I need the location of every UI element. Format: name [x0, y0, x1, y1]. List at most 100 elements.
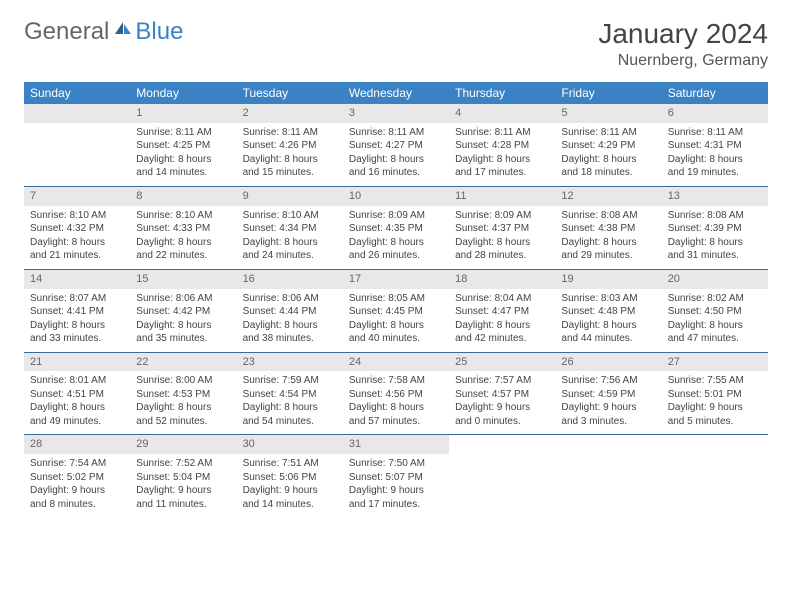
sunrise-text: Sunrise: 8:09 AM: [349, 209, 443, 223]
day-body: Sunrise: 7:59 AMSunset: 4:54 PMDaylight:…: [237, 371, 343, 434]
day-body: Sunrise: 8:08 AMSunset: 4:39 PMDaylight:…: [662, 206, 768, 269]
day-cell: 11Sunrise: 8:09 AMSunset: 4:37 PMDayligh…: [449, 186, 555, 269]
daylight-text: Daylight: 8 hours and 18 minutes.: [561, 153, 655, 180]
daylight-text: Daylight: 8 hours and 21 minutes.: [30, 236, 124, 263]
day-body: Sunrise: 7:50 AMSunset: 5:07 PMDaylight:…: [343, 454, 449, 517]
day-cell: 30Sunrise: 7:51 AMSunset: 5:06 PMDayligh…: [237, 435, 343, 517]
sunrise-text: Sunrise: 8:06 AM: [136, 292, 230, 306]
sunset-text: Sunset: 4:34 PM: [243, 222, 337, 236]
day-number: 28: [24, 435, 130, 454]
day-cell: 24Sunrise: 7:58 AMSunset: 4:56 PMDayligh…: [343, 352, 449, 435]
weekday-header: Saturday: [662, 82, 768, 104]
sunrise-text: Sunrise: 8:08 AM: [561, 209, 655, 223]
day-cell: [555, 435, 661, 517]
day-body: Sunrise: 8:02 AMSunset: 4:50 PMDaylight:…: [662, 289, 768, 352]
day-number: 1: [130, 104, 236, 123]
sunset-text: Sunset: 5:07 PM: [349, 471, 443, 485]
day-body: Sunrise: 8:03 AMSunset: 4:48 PMDaylight:…: [555, 289, 661, 352]
sunset-text: Sunset: 4:54 PM: [243, 388, 337, 402]
sunset-text: Sunset: 4:53 PM: [136, 388, 230, 402]
calendar-body: 1Sunrise: 8:11 AMSunset: 4:25 PMDaylight…: [24, 104, 768, 517]
daylight-text: Daylight: 8 hours and 15 minutes.: [243, 153, 337, 180]
day-number: 13: [662, 187, 768, 206]
day-cell: 7Sunrise: 8:10 AMSunset: 4:32 PMDaylight…: [24, 186, 130, 269]
sunset-text: Sunset: 4:29 PM: [561, 139, 655, 153]
day-cell: 9Sunrise: 8:10 AMSunset: 4:34 PMDaylight…: [237, 186, 343, 269]
day-number: 21: [24, 353, 130, 372]
day-body: [449, 454, 555, 463]
day-cell: 29Sunrise: 7:52 AMSunset: 5:04 PMDayligh…: [130, 435, 236, 517]
daylight-text: Daylight: 9 hours and 3 minutes.: [561, 401, 655, 428]
day-number: 31: [343, 435, 449, 454]
weekday-header: Sunday: [24, 82, 130, 104]
calendar-row: 1Sunrise: 8:11 AMSunset: 4:25 PMDaylight…: [24, 104, 768, 186]
daylight-text: Daylight: 8 hours and 19 minutes.: [668, 153, 762, 180]
sunset-text: Sunset: 4:47 PM: [455, 305, 549, 319]
day-cell: 21Sunrise: 8:01 AMSunset: 4:51 PMDayligh…: [24, 352, 130, 435]
daylight-text: Daylight: 8 hours and 17 minutes.: [455, 153, 549, 180]
day-body: Sunrise: 8:10 AMSunset: 4:33 PMDaylight:…: [130, 206, 236, 269]
day-cell: 20Sunrise: 8:02 AMSunset: 4:50 PMDayligh…: [662, 269, 768, 352]
weekday-row: Sunday Monday Tuesday Wednesday Thursday…: [24, 82, 768, 104]
day-number: 22: [130, 353, 236, 372]
daylight-text: Daylight: 9 hours and 0 minutes.: [455, 401, 549, 428]
sunrise-text: Sunrise: 8:09 AM: [455, 209, 549, 223]
sunrise-text: Sunrise: 8:08 AM: [668, 209, 762, 223]
month-title: January 2024: [598, 18, 768, 50]
day-body: Sunrise: 7:51 AMSunset: 5:06 PMDaylight:…: [237, 454, 343, 517]
day-body: Sunrise: 7:52 AMSunset: 5:04 PMDaylight:…: [130, 454, 236, 517]
day-number: [662, 435, 768, 454]
day-number: 16: [237, 270, 343, 289]
brand-logo: General Blue: [24, 18, 183, 46]
daylight-text: Daylight: 8 hours and 54 minutes.: [243, 401, 337, 428]
sunrise-text: Sunrise: 8:11 AM: [455, 126, 549, 140]
day-number: 27: [662, 353, 768, 372]
day-number: 7: [24, 187, 130, 206]
weekday-header: Tuesday: [237, 82, 343, 104]
sunrise-text: Sunrise: 7:50 AM: [349, 457, 443, 471]
day-number: 18: [449, 270, 555, 289]
day-body: Sunrise: 8:10 AMSunset: 4:32 PMDaylight:…: [24, 206, 130, 269]
sunset-text: Sunset: 5:02 PM: [30, 471, 124, 485]
day-number: 29: [130, 435, 236, 454]
sunrise-text: Sunrise: 7:59 AM: [243, 374, 337, 388]
sunset-text: Sunset: 5:01 PM: [668, 388, 762, 402]
day-body: Sunrise: 8:05 AMSunset: 4:45 PMDaylight:…: [343, 289, 449, 352]
sunset-text: Sunset: 5:06 PM: [243, 471, 337, 485]
day-number: [449, 435, 555, 454]
day-cell: 31Sunrise: 7:50 AMSunset: 5:07 PMDayligh…: [343, 435, 449, 517]
sunrise-text: Sunrise: 8:10 AM: [243, 209, 337, 223]
day-cell: [449, 435, 555, 517]
sunrise-text: Sunrise: 7:52 AM: [136, 457, 230, 471]
day-number: 20: [662, 270, 768, 289]
day-body: Sunrise: 8:11 AMSunset: 4:29 PMDaylight:…: [555, 123, 661, 186]
day-cell: 10Sunrise: 8:09 AMSunset: 4:35 PMDayligh…: [343, 186, 449, 269]
day-body: Sunrise: 7:57 AMSunset: 4:57 PMDaylight:…: [449, 371, 555, 434]
daylight-text: Daylight: 9 hours and 5 minutes.: [668, 401, 762, 428]
day-body: Sunrise: 8:11 AMSunset: 4:25 PMDaylight:…: [130, 123, 236, 186]
weekday-header: Friday: [555, 82, 661, 104]
sunrise-text: Sunrise: 8:05 AM: [349, 292, 443, 306]
daylight-text: Daylight: 8 hours and 49 minutes.: [30, 401, 124, 428]
day-cell: 14Sunrise: 8:07 AMSunset: 4:41 PMDayligh…: [24, 269, 130, 352]
sail-icon: [113, 20, 133, 36]
day-cell: 19Sunrise: 8:03 AMSunset: 4:48 PMDayligh…: [555, 269, 661, 352]
day-cell: 4Sunrise: 8:11 AMSunset: 4:28 PMDaylight…: [449, 104, 555, 186]
day-body: Sunrise: 8:04 AMSunset: 4:47 PMDaylight:…: [449, 289, 555, 352]
sunrise-text: Sunrise: 8:03 AM: [561, 292, 655, 306]
day-number: 17: [343, 270, 449, 289]
day-cell: 2Sunrise: 8:11 AMSunset: 4:26 PMDaylight…: [237, 104, 343, 186]
day-body: Sunrise: 8:06 AMSunset: 4:44 PMDaylight:…: [237, 289, 343, 352]
day-number: 5: [555, 104, 661, 123]
weekday-header: Wednesday: [343, 82, 449, 104]
day-body: [662, 454, 768, 463]
day-number: 8: [130, 187, 236, 206]
sunset-text: Sunset: 5:04 PM: [136, 471, 230, 485]
day-number: 14: [24, 270, 130, 289]
day-number: 24: [343, 353, 449, 372]
day-cell: 5Sunrise: 8:11 AMSunset: 4:29 PMDaylight…: [555, 104, 661, 186]
sunset-text: Sunset: 4:51 PM: [30, 388, 124, 402]
sunrise-text: Sunrise: 7:51 AM: [243, 457, 337, 471]
sunset-text: Sunset: 4:45 PM: [349, 305, 443, 319]
sunset-text: Sunset: 4:41 PM: [30, 305, 124, 319]
